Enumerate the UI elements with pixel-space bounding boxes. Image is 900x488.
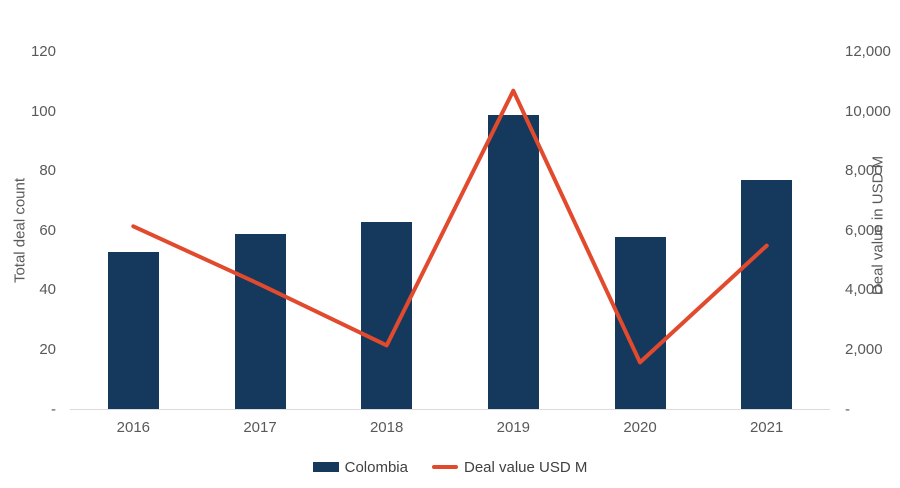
right-axis-tick-8000: 8,000	[845, 162, 883, 180]
right-axis-tick-4000: 4,000	[845, 281, 883, 299]
deal-value-line	[131, 88, 769, 365]
left-axis-tick-80: 80	[39, 162, 56, 180]
x-axis-label-2016: 2016	[116, 419, 151, 436]
legend-item-deal-value: Deal value USD M	[431, 458, 588, 476]
left-axis-tick-60: 60	[39, 221, 56, 239]
x-axis-line	[70, 409, 830, 410]
right-axis-tick-2000: 2,000	[845, 340, 883, 358]
x-axis-label-2019: 2019	[496, 419, 531, 436]
x-axis-label-2020: 2020	[623, 419, 657, 436]
colombia-bar-swatch-icon	[312, 462, 339, 472]
bar-2021	[741, 180, 793, 410]
legend-item-colombia: Colombia	[312, 458, 408, 476]
left-axis-tick-120: 120	[30, 43, 56, 60]
bar-2016	[107, 251, 159, 410]
x-axis-label-2017: 2017	[243, 419, 277, 436]
right-axis-tick-10000: 10,000	[845, 102, 891, 120]
bar-2019	[487, 114, 539, 410]
left-axis-tick-20: 20	[39, 340, 56, 358]
legend-label-deal-value: Deal value USD M	[463, 458, 588, 476]
right-axis-tick-0: -	[845, 400, 850, 418]
left-axis-tick-40: 40	[39, 281, 56, 299]
left-axis-tick-100: 100	[30, 102, 56, 120]
right-axis-tick-12000: 12,000	[845, 43, 891, 60]
right-axis-tick-6000: 6,000	[845, 221, 883, 239]
deal-value-line-swatch-icon	[431, 465, 458, 469]
bar-2017	[234, 233, 286, 410]
legend: Colombia Deal value USD M	[0, 457, 900, 477]
x-axis-label-2021: 2021	[749, 419, 784, 436]
legend-label-colombia: Colombia	[344, 458, 408, 476]
x-axis-label-2018: 2018	[369, 419, 404, 436]
left-axis-tick-0: -	[51, 400, 56, 418]
